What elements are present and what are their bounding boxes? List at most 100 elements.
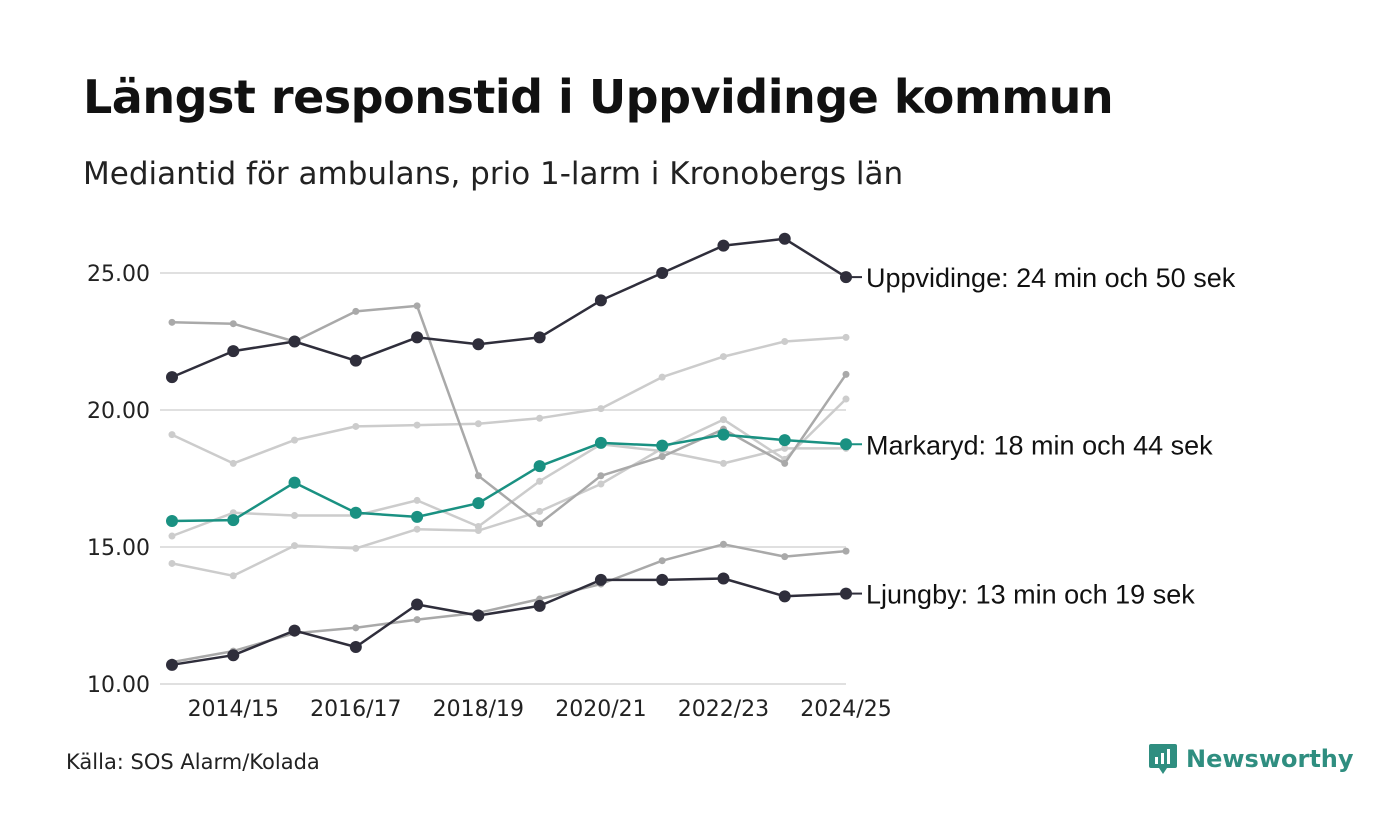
brand-name: Newsworthy — [1186, 745, 1354, 773]
data-point — [472, 338, 485, 351]
data-point — [719, 353, 727, 361]
newsworthy-logo-icon — [1149, 744, 1177, 774]
data-point — [658, 453, 666, 461]
x-tick-label: 2018/19 — [433, 697, 524, 722]
data-point — [717, 572, 730, 585]
data-point — [842, 370, 850, 378]
data-point — [658, 373, 666, 381]
data-point — [778, 434, 791, 447]
series-uppvidinge — [166, 232, 852, 384]
data-point — [472, 497, 485, 510]
data-point — [656, 267, 669, 279]
data-point — [474, 527, 482, 535]
data-point — [288, 624, 301, 637]
data-point — [536, 477, 544, 485]
series-line — [171, 577, 847, 667]
data-point — [411, 598, 424, 611]
data-point — [658, 557, 666, 565]
x-tick-label: 2014/15 — [188, 697, 279, 722]
data-point — [778, 590, 791, 603]
data-point — [533, 599, 546, 612]
data-point — [842, 547, 850, 555]
data-point — [536, 507, 544, 515]
data-point — [288, 476, 301, 489]
data-point — [842, 333, 850, 341]
gridlines — [160, 272, 846, 685]
x-tick-label: 2016/17 — [310, 697, 401, 722]
data-point — [413, 421, 421, 429]
data-point — [719, 459, 727, 467]
x-tick-label: 2024/25 — [800, 697, 891, 722]
series-end-label: Markaryd: 18 min och 44 sek — [866, 430, 1213, 460]
data-point — [781, 459, 789, 467]
series-line — [171, 443, 846, 538]
series-line — [171, 304, 848, 525]
y-axis-ticks: 10.00 15.00 20.00 25.00 — [87, 262, 150, 698]
data-point — [349, 506, 362, 519]
data-point — [717, 428, 730, 441]
data-point — [352, 422, 360, 430]
data-point — [229, 572, 237, 580]
data-point — [352, 307, 360, 315]
series-kommun-a — [168, 302, 850, 528]
chart-subtitle: Mediantid för ambulans, prio 1-larm i Kr… — [83, 156, 904, 192]
data-point — [472, 609, 485, 622]
series-lines — [166, 232, 852, 671]
data-point — [168, 532, 176, 540]
series-ljungby — [166, 572, 852, 671]
data-point — [781, 444, 789, 452]
series-line — [171, 398, 847, 578]
series-end-label: Ljungby: 13 min och 19 sek — [866, 580, 1195, 610]
data-point — [781, 553, 789, 561]
data-point — [352, 624, 360, 632]
data-point — [291, 436, 299, 444]
data-point — [656, 439, 669, 452]
data-point — [594, 573, 607, 586]
data-point — [166, 514, 178, 527]
data-point — [719, 416, 727, 424]
data-point — [168, 318, 176, 326]
data-point — [597, 405, 605, 413]
data-point — [413, 496, 421, 504]
data-point — [413, 302, 421, 310]
data-point — [166, 371, 178, 384]
series-kommun-b — [168, 333, 850, 467]
data-point — [717, 239, 730, 252]
data-point — [166, 658, 178, 671]
chart-title: Längst responstid i Uppvidinge kommun — [83, 70, 1114, 124]
y-tick-label: 10.00 — [87, 673, 150, 698]
data-point — [229, 320, 237, 328]
brand-logo: Newsworthy — [1148, 742, 1354, 776]
series-kommun-c — [168, 440, 850, 540]
data-point — [594, 294, 607, 307]
y-tick-label: 15.00 — [87, 536, 150, 561]
data-point — [227, 345, 240, 358]
data-point — [536, 414, 544, 422]
data-point — [291, 511, 299, 519]
data-point — [227, 649, 240, 662]
series-kommun-e — [168, 540, 850, 666]
data-point — [349, 641, 362, 654]
data-point — [168, 559, 176, 567]
data-point — [533, 460, 546, 473]
data-point — [842, 395, 850, 403]
data-point — [474, 420, 482, 428]
end-labels: Markaryd: 18 min och 44 sek Uppvidinge: 2… — [846, 263, 1236, 610]
series-markaryd — [166, 428, 852, 527]
source-note: Källa: SOS Alarm/Kolada — [66, 750, 320, 774]
data-point — [168, 431, 176, 439]
data-point — [229, 459, 237, 467]
x-tick-label: 2020/21 — [555, 697, 646, 722]
data-point — [227, 514, 240, 527]
data-point — [411, 510, 424, 523]
data-point — [413, 525, 421, 533]
x-tick-label: 2022/23 — [678, 697, 769, 722]
data-point — [656, 573, 669, 586]
data-point — [413, 616, 421, 624]
x-axis-ticks: 2014/15 2016/17 2018/19 2020/21 2022/23 2024/… — [188, 697, 892, 722]
data-point — [349, 354, 362, 367]
data-point — [291, 542, 299, 550]
y-tick-label: 20.00 — [87, 399, 150, 424]
series-line — [171, 237, 847, 379]
